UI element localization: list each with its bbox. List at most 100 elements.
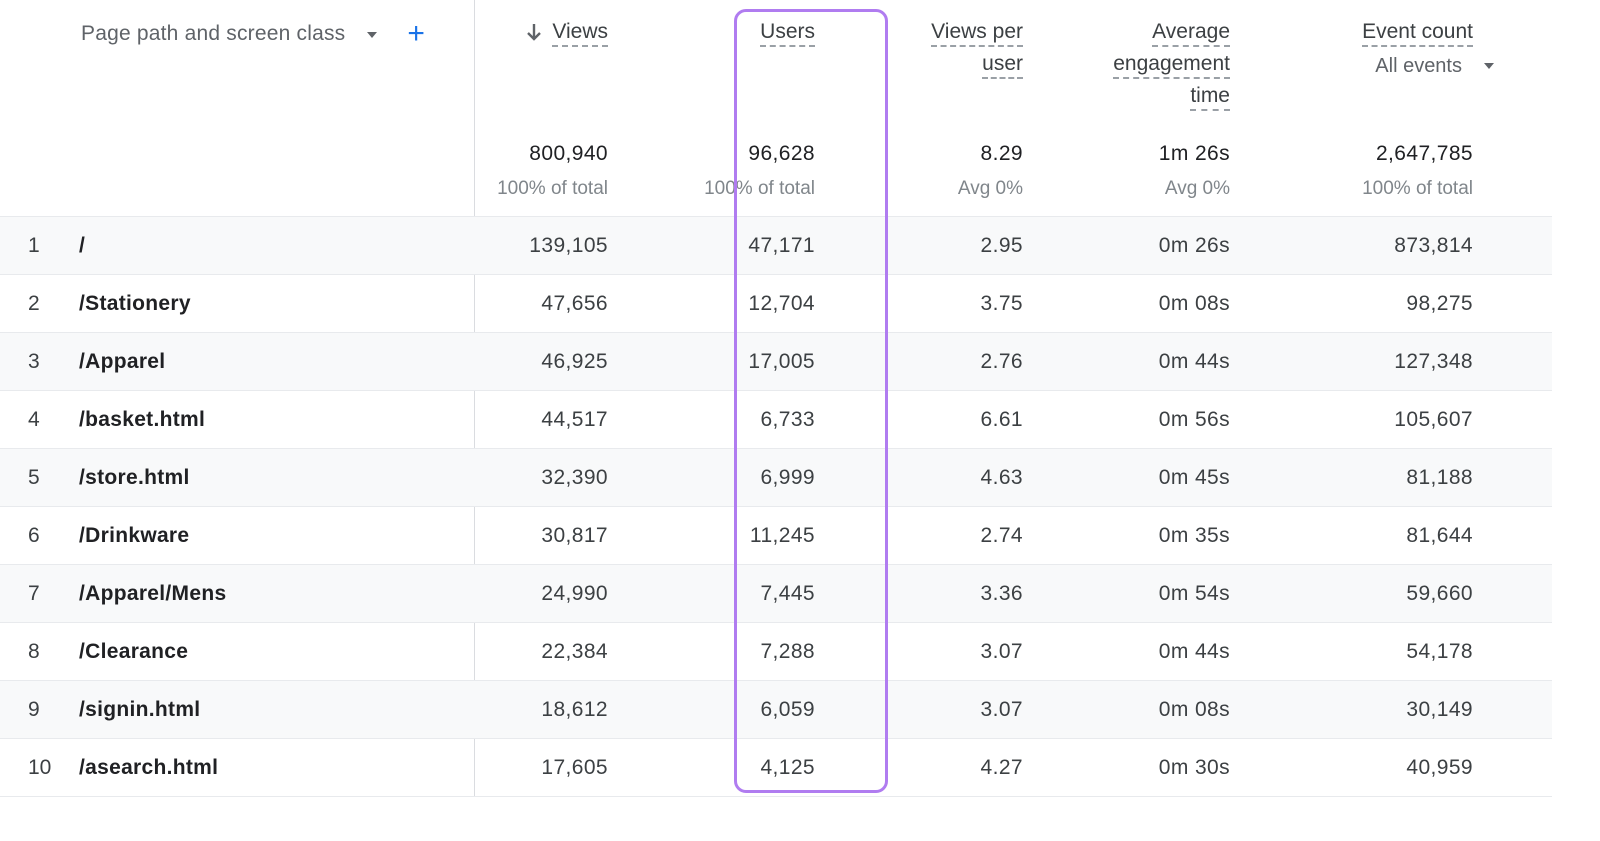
dimension-divider: [474, 0, 475, 796]
total-users: 96,628 100% of total: [704, 142, 815, 200]
row-views-per-user: 3.75: [980, 292, 1023, 315]
row-index: 3: [28, 350, 40, 373]
table-row[interactable]: 8 /Clearance 22,384 7,288 3.07 0m 44s 54…: [0, 622, 1552, 680]
row-users: 4,125: [760, 756, 815, 779]
row-page-path[interactable]: /Drinkware: [79, 524, 190, 547]
row-event-count: 105,607: [1394, 408, 1473, 431]
table-row[interactable]: 10 /asearch.html 17,605 4,125 4.27 0m 30…: [0, 738, 1552, 797]
row-views: 44,517: [541, 408, 608, 431]
row-index: 4: [28, 408, 40, 431]
table-row[interactable]: 7 /Apparel/Mens 24,990 7,445 3.36 0m 54s…: [0, 564, 1552, 622]
row-views: 24,990: [541, 582, 608, 605]
header-eng-label-3: time: [1190, 84, 1230, 111]
header-users[interactable]: Users: [760, 16, 815, 48]
add-dimension-button[interactable]: +: [407, 17, 425, 50]
caret-down-icon[interactable]: [1484, 63, 1494, 69]
row-views: 22,384: [541, 640, 608, 663]
row-users: 17,005: [748, 350, 815, 373]
row-views-per-user: 3.36: [980, 582, 1023, 605]
row-event-count: 81,644: [1406, 524, 1473, 547]
total-events-value: 2,647,785: [1375, 142, 1473, 165]
row-avg-engagement: 0m 44s: [1158, 640, 1230, 663]
row-views: 32,390: [541, 466, 608, 489]
row-users: 12,704: [748, 292, 815, 315]
table-body: 1 / 139,105 47,171 2.95 0m 26s 873,814 2…: [0, 216, 1552, 797]
total-users-sub: 100% of total: [704, 178, 815, 199]
row-page-path[interactable]: /basket.html: [79, 408, 206, 431]
header-views-label: Views: [552, 20, 608, 47]
row-users: 47,171: [748, 234, 815, 257]
row-avg-engagement: 0m 08s: [1158, 292, 1230, 315]
row-views-per-user: 3.07: [980, 698, 1023, 721]
total-events-sub: 100% of total: [1362, 178, 1473, 199]
total-views-sub: 100% of total: [497, 178, 608, 199]
row-event-count: 81,188: [1406, 466, 1473, 489]
total-eng-sub: Avg 0%: [1164, 178, 1230, 199]
row-avg-engagement: 0m 45s: [1158, 466, 1230, 489]
row-avg-engagement: 0m 35s: [1158, 524, 1230, 547]
header-avg-engagement[interactable]: Average engagement time: [1113, 16, 1230, 112]
row-views: 18,612: [541, 698, 608, 721]
row-event-count: 40,959: [1406, 756, 1473, 779]
event-filter-dropdown[interactable]: All events: [1362, 50, 1496, 82]
row-index: 1: [28, 234, 40, 257]
total-views: 800,940 100% of total: [497, 142, 608, 200]
row-avg-engagement: 0m 54s: [1158, 582, 1230, 605]
row-avg-engagement: 0m 26s: [1158, 234, 1230, 257]
row-page-path[interactable]: /signin.html: [79, 698, 201, 721]
dimension-header: Page path and screen class +: [81, 17, 425, 50]
total-users-value: 96,628: [748, 142, 815, 165]
table-row[interactable]: 9 /signin.html 18,612 6,059 3.07 0m 08s …: [0, 680, 1552, 738]
row-page-path[interactable]: /: [79, 234, 86, 257]
row-views-per-user: 3.07: [980, 640, 1023, 663]
dimension-selector[interactable]: Page path and screen class: [81, 22, 346, 45]
row-page-path[interactable]: /store.html: [79, 466, 190, 489]
row-event-count: 127,348: [1394, 350, 1473, 373]
arrow-down-icon[interactable]: [526, 19, 542, 51]
row-users: 6,059: [760, 698, 815, 721]
row-page-path[interactable]: /Apparel/Mens: [79, 582, 227, 605]
row-event-count: 54,178: [1406, 640, 1473, 663]
row-index: 5: [28, 466, 40, 489]
row-page-path[interactable]: /asearch.html: [79, 756, 219, 779]
row-avg-engagement: 0m 56s: [1158, 408, 1230, 431]
table-row[interactable]: 2 /Stationery 47,656 12,704 3.75 0m 08s …: [0, 274, 1552, 332]
row-index: 6: [28, 524, 40, 547]
row-views: 17,605: [541, 756, 608, 779]
total-vpu-sub: Avg 0%: [957, 178, 1023, 199]
total-event-count: 2,647,785 100% of total: [1362, 142, 1473, 200]
header-views-per-user[interactable]: Views per user: [931, 16, 1023, 80]
header-views[interactable]: Views: [526, 16, 608, 51]
row-users: 7,288: [760, 640, 815, 663]
row-users: 6,999: [760, 466, 815, 489]
row-views: 46,925: [541, 350, 608, 373]
row-page-path[interactable]: /Clearance: [79, 640, 189, 663]
row-avg-engagement: 0m 30s: [1158, 756, 1230, 779]
row-views: 139,105: [529, 234, 608, 257]
table-row[interactable]: 3 /Apparel 46,925 17,005 2.76 0m 44s 127…: [0, 332, 1552, 390]
row-users: 11,245: [749, 524, 815, 547]
row-page-path[interactable]: /Apparel: [79, 350, 166, 373]
row-views-per-user: 2.95: [980, 234, 1023, 257]
header-users-label: Users: [760, 20, 815, 47]
table-row[interactable]: 5 /store.html 32,390 6,999 4.63 0m 45s 8…: [0, 448, 1552, 506]
row-event-count: 873,814: [1394, 234, 1473, 257]
total-avg-engagement: 1m 26s Avg 0%: [1159, 142, 1230, 200]
row-views-per-user: 2.76: [980, 350, 1023, 373]
total-eng-value: 1m 26s: [1158, 142, 1230, 165]
table-row[interactable]: 1 / 139,105 47,171 2.95 0m 26s 873,814: [0, 216, 1552, 274]
row-avg-engagement: 0m 44s: [1158, 350, 1230, 373]
row-views: 47,656: [541, 292, 608, 315]
header-eng-label-2: engagement: [1113, 52, 1230, 79]
row-users: 7,445: [760, 582, 815, 605]
row-page-path[interactable]: /Stationery: [79, 292, 191, 315]
row-avg-engagement: 0m 08s: [1158, 698, 1230, 721]
header-event-count[interactable]: Event count All events: [1362, 16, 1496, 82]
event-filter-value: All events: [1375, 55, 1462, 77]
header-vpu-label-1: Views per: [931, 20, 1023, 47]
total-vpu-value: 8.29: [980, 142, 1023, 165]
caret-down-icon[interactable]: [367, 32, 378, 38]
row-views-per-user: 4.27: [980, 756, 1023, 779]
table-row[interactable]: 6 /Drinkware 30,817 11,245 2.74 0m 35s 8…: [0, 506, 1552, 564]
table-row[interactable]: 4 /basket.html 44,517 6,733 6.61 0m 56s …: [0, 390, 1552, 448]
